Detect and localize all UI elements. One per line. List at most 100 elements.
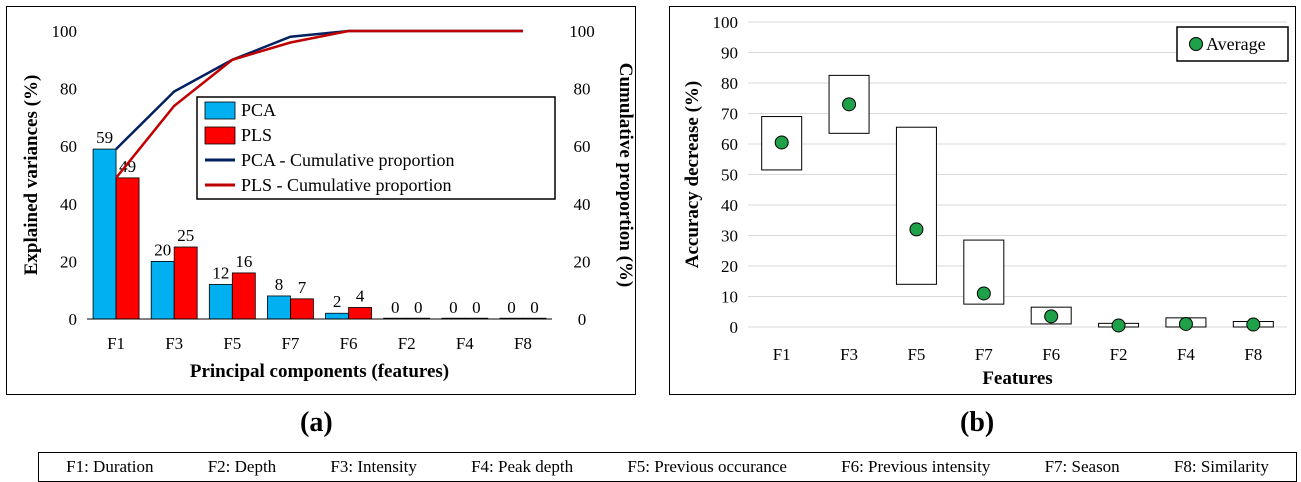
x-tick-label: F6 bbox=[1042, 345, 1060, 364]
x-tick-label: F1 bbox=[107, 334, 125, 353]
x-tick-label: F7 bbox=[281, 334, 299, 353]
feature-legend-box: F1: Duration F2: Depth F3: Intensity F4: Pe… bbox=[38, 452, 1297, 482]
line-pls-cumulative-proportion bbox=[115, 29, 523, 179]
x-tick-label: F8 bbox=[1244, 345, 1262, 364]
feature-legend-item: F3: Intensity bbox=[330, 457, 417, 476]
bar-pls-F3 bbox=[173, 246, 198, 320]
average-point-F7 bbox=[976, 286, 991, 301]
y-tick-label: 30 bbox=[721, 227, 738, 246]
y2-tick-label: 40 bbox=[574, 195, 591, 214]
feature-legend-item: F1: Duration bbox=[66, 457, 154, 476]
legend-label: PLS - Cumulative proportion bbox=[241, 175, 452, 195]
x-tick-label: F4 bbox=[1177, 345, 1195, 364]
x-tick-label: F3 bbox=[840, 345, 858, 364]
data-label-pca-F4: 0 bbox=[449, 298, 458, 317]
legend-label: PLS bbox=[241, 125, 272, 145]
y-tick-label: 60 bbox=[721, 135, 738, 154]
feature-legend-item: F4: Peak depth bbox=[471, 457, 574, 476]
y-tick-label: 60 bbox=[60, 137, 77, 156]
data-label-pls-F3: 25 bbox=[177, 226, 194, 245]
x-tick-label: F2 bbox=[398, 334, 416, 353]
data-label-pca-F5: 12 bbox=[212, 263, 229, 282]
x-axis-title: Features bbox=[982, 368, 1052, 389]
bar-pca-F6 bbox=[325, 312, 349, 320]
bar-pls-F5 bbox=[231, 272, 256, 320]
data-label-pls-F6: 4 bbox=[356, 286, 365, 305]
bar-pls-F1 bbox=[115, 177, 140, 320]
data-label-pls-F4: 0 bbox=[472, 298, 481, 317]
y2-axis-title: Cumulative proportion (%) bbox=[615, 63, 636, 287]
y2-tick-label: 100 bbox=[569, 22, 595, 41]
chart-a-panel: 59 20 12 8 2 0 0 0 49 25 16 7 4 0 0 0 0 0 20 20 40 40 60 60 80 80… bbox=[6, 6, 636, 395]
legend-box bbox=[196, 96, 556, 200]
y-tick-label: 40 bbox=[60, 195, 77, 214]
y-tick-label: 10 bbox=[721, 288, 738, 307]
y-tick-label: 90 bbox=[721, 44, 738, 63]
data-label-pls-F8: 0 bbox=[530, 298, 539, 317]
x-tick-label: F4 bbox=[456, 334, 474, 353]
average-point-F4 bbox=[1178, 316, 1193, 331]
y-tick-label: 100 bbox=[52, 22, 78, 41]
y-tick-label: 80 bbox=[721, 74, 738, 93]
y2-tick-label: 0 bbox=[578, 310, 587, 329]
average-point-F1 bbox=[774, 135, 789, 150]
x-tick-label: F6 bbox=[340, 334, 358, 353]
legend-label: PCA bbox=[241, 100, 276, 120]
x-tick-label: F5 bbox=[907, 345, 925, 364]
legend-label: Average bbox=[1206, 34, 1266, 54]
data-label-pca-F8: 0 bbox=[507, 298, 516, 317]
legend-swatch-pca bbox=[204, 101, 236, 120]
bar-pca-F1 bbox=[92, 148, 117, 320]
data-label-pls-F1: 49 bbox=[119, 157, 136, 176]
data-label-pca-F2: 0 bbox=[391, 298, 400, 317]
data-label-pca-F6: 2 bbox=[333, 292, 342, 311]
feature-legend-item: F8: Similarity bbox=[1173, 457, 1269, 476]
y-axis-title: Explained variances (%) bbox=[21, 75, 42, 276]
average-point-F3 bbox=[842, 97, 857, 112]
feature-legend-item: F2: Depth bbox=[207, 457, 277, 476]
data-label-pca-F3: 20 bbox=[154, 240, 171, 259]
average-point-F8 bbox=[1246, 317, 1261, 332]
panel-a-label: (a) bbox=[300, 407, 333, 438]
chart-b-svg: 0 10 20 30 40 50 60 70 80 90 100 F1 F3 F5 F7 F6 F2 F4 F8 Fe… bbox=[682, 13, 1289, 389]
x-axis-title: Principal components (features) bbox=[190, 361, 449, 382]
feature-legend-item: F7: Season bbox=[1044, 457, 1120, 476]
x-tick-label: F7 bbox=[975, 345, 993, 364]
y2-tick-label: 80 bbox=[574, 80, 591, 99]
bar-pca-F7 bbox=[267, 295, 291, 320]
legend-swatch-pls bbox=[204, 126, 236, 145]
bar-pca-F3 bbox=[150, 260, 175, 320]
x-tick-label: F8 bbox=[514, 334, 532, 353]
data-label-pca-F1: 59 bbox=[96, 128, 113, 147]
bar-pca-F5 bbox=[208, 284, 233, 320]
y-tick-label: 20 bbox=[60, 252, 77, 271]
average-point-F5 bbox=[909, 222, 924, 237]
data-label-pls-F7: 7 bbox=[298, 278, 307, 297]
bar-pls-F6 bbox=[348, 307, 372, 320]
data-label-pls-F2: 0 bbox=[414, 298, 423, 317]
feature-legend-item: F5: Previous occurance bbox=[627, 457, 787, 476]
range-box-F1 bbox=[761, 116, 803, 171]
y-tick-label: 20 bbox=[721, 257, 738, 276]
y-tick-label: 80 bbox=[60, 80, 77, 99]
legend-marker-average bbox=[1189, 37, 1203, 51]
y-tick-label: 40 bbox=[721, 196, 738, 215]
y2-tick-label: 60 bbox=[574, 137, 591, 156]
average-point-F6 bbox=[1044, 309, 1059, 324]
average-point-F2 bbox=[1111, 318, 1126, 333]
y-tick-label: 100 bbox=[713, 13, 739, 32]
legend-label: PCA - Cumulative proportion bbox=[241, 150, 455, 170]
x-tick-label: F2 bbox=[1110, 345, 1128, 364]
panel-b-label: (b) bbox=[960, 407, 995, 438]
x-tick-label: F5 bbox=[223, 334, 241, 353]
chart-b-panel: 0 10 20 30 40 50 60 70 80 90 100 F1 F3 F5 F7 F6 F2 F4 F8 Fe… bbox=[669, 6, 1296, 395]
y-tick-label: 70 bbox=[721, 105, 738, 124]
y-tick-label: 0 bbox=[69, 310, 78, 329]
bar-pls-F7 bbox=[290, 298, 314, 320]
feature-legend-item: F6: Previous intensity bbox=[841, 457, 991, 476]
y2-tick-label: 20 bbox=[574, 252, 591, 271]
x-tick-label: F3 bbox=[165, 334, 183, 353]
y-axis-title: Accuracy decrease (%) bbox=[682, 81, 703, 268]
data-label-pca-F7: 8 bbox=[275, 275, 284, 294]
